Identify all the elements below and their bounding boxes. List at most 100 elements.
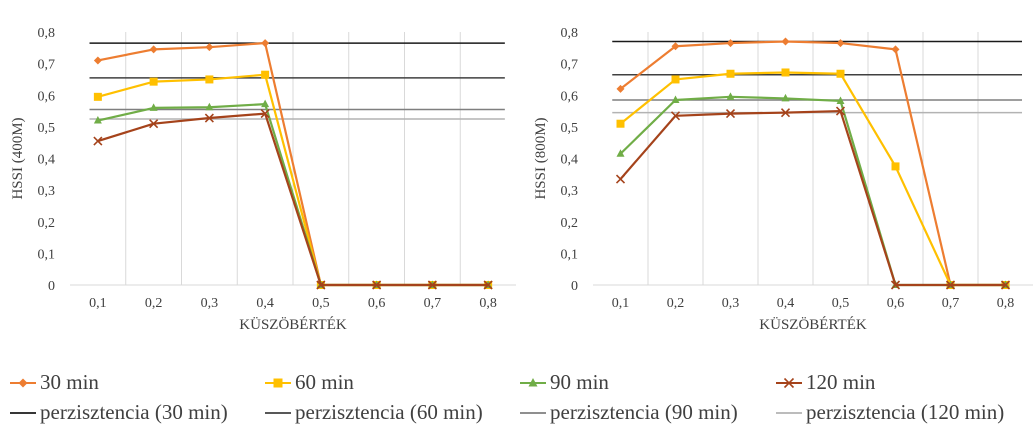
y-axis-title: HSSI (400M) xyxy=(10,117,26,199)
x-tick-label: 0,7 xyxy=(424,296,442,311)
data-point xyxy=(483,280,493,290)
y-tick-label: 0,2 xyxy=(561,216,579,231)
y-tick-label: 0,2 xyxy=(38,216,56,231)
legend-symbol-120min xyxy=(776,377,802,388)
data-point xyxy=(890,280,901,290)
legend-symbol-perz-30min xyxy=(10,411,36,414)
y-tick-label: 0,7 xyxy=(38,58,56,73)
charts-area: 0 0,1 0,2 0,3 0,4 0,5 0,6 0,7 0,8 0,1 0,2 0,3 0,4 0,5… xyxy=(10,26,1033,333)
series-line-2 xyxy=(619,71,1006,287)
data-point xyxy=(204,113,214,123)
legend-marker xyxy=(18,378,28,387)
data-point xyxy=(836,69,845,78)
data-point xyxy=(891,162,900,171)
legend-label-120min: 120 min xyxy=(806,370,876,394)
data-point xyxy=(205,43,214,52)
y-tick-label: 0,3 xyxy=(561,184,579,199)
data-point xyxy=(781,93,790,102)
legend-label-perz-30min: perzisztencia (30 min) xyxy=(40,400,228,424)
chart-2: 0 0,1 0,2 0,3 0,4 0,5 0,6 0,7 0,8 0,1 0,2 0,3 0,4 0,5… xyxy=(533,26,1033,333)
data-point xyxy=(726,39,735,48)
legend-item-30min: 30 min xyxy=(8,370,99,395)
legend-item-perz-90min: perzisztencia (90 min) xyxy=(518,400,738,425)
legend-marker xyxy=(528,377,538,386)
legend-marker xyxy=(273,378,283,387)
x-tick-label: 0,3 xyxy=(201,296,219,311)
data-point xyxy=(616,149,625,157)
x-tick-label: 0,2 xyxy=(145,296,163,311)
y-tick-label: 0,1 xyxy=(561,247,579,262)
data-point xyxy=(93,136,103,146)
x-tick-label: 0,7 xyxy=(942,296,960,311)
data-point xyxy=(1000,280,1011,290)
legend-symbol-perz-120min xyxy=(776,411,802,414)
data-point xyxy=(372,280,382,290)
data-point xyxy=(149,119,159,129)
legend-label-30min: 30 min xyxy=(40,370,99,394)
data-point xyxy=(205,102,214,111)
data-point xyxy=(671,95,680,103)
x-tick-label: 0,2 xyxy=(667,296,685,311)
legend-item-60min: 60 min xyxy=(263,370,354,395)
legend-label-90min: 90 min xyxy=(550,370,609,394)
data-point xyxy=(781,68,790,77)
x-tick-label: 0,8 xyxy=(479,296,497,311)
series-line-4 xyxy=(619,109,1006,287)
y-tick-label: 0,5 xyxy=(561,121,579,136)
y-tick-label: 0,3 xyxy=(38,184,56,199)
y-tick-label: 0 xyxy=(571,279,578,294)
data-point xyxy=(671,42,680,51)
legend-symbol-60min xyxy=(265,378,291,387)
legend-symbol-90min xyxy=(520,377,546,386)
legend-item-90min: 90 min xyxy=(518,370,609,395)
legend-label-perz-120min: perzisztencia (120 min) xyxy=(806,400,1005,424)
data-point xyxy=(726,69,735,78)
legend-item-perz-30min: perzisztencia (30 min) xyxy=(8,400,228,425)
x-tick-label: 0,8 xyxy=(997,296,1015,311)
data-point xyxy=(261,99,270,108)
legend-symbol-perz-90min xyxy=(520,411,546,414)
data-point xyxy=(316,280,326,290)
y-tick-label: 0,8 xyxy=(38,26,56,41)
data-point xyxy=(260,109,270,119)
x-tick-label: 0,1 xyxy=(89,296,107,311)
data-point xyxy=(261,70,270,79)
legend-item-perz-60min: perzisztencia (60 min) xyxy=(263,400,483,425)
y-tick-label: 0,6 xyxy=(38,89,56,104)
legend-symbol-30min xyxy=(10,378,36,387)
data-point xyxy=(945,280,956,290)
x-tick-label: 0,3 xyxy=(722,296,740,311)
legend-label-60min: 60 min xyxy=(295,370,354,394)
data-point xyxy=(616,119,625,128)
x-tick-label: 0,5 xyxy=(312,296,330,311)
data-point xyxy=(93,92,102,101)
legend-marker xyxy=(783,377,795,388)
data-point xyxy=(149,103,158,111)
data-point xyxy=(615,174,626,184)
y-tick-label: 0,7 xyxy=(561,58,579,73)
x-tick-label: 0,4 xyxy=(777,296,795,311)
data-point xyxy=(671,75,680,84)
legend-symbol-perz-60min xyxy=(265,411,291,414)
data-point xyxy=(427,280,437,290)
x-tick-label: 0,1 xyxy=(612,296,630,311)
data-point xyxy=(670,111,681,121)
series-line-4 xyxy=(97,112,489,287)
x-axis-title: KÜSZÖBÉRTÉK xyxy=(759,316,867,333)
x-tick-label: 0,6 xyxy=(368,296,386,311)
legend-item-120min: 120 min xyxy=(774,370,875,395)
x-tick-label: 0,4 xyxy=(256,296,274,311)
data-point xyxy=(93,56,102,65)
data-point xyxy=(781,37,790,46)
data-point xyxy=(891,45,900,54)
data-point xyxy=(149,77,158,86)
x-axis-title: KÜSZÖBÉRTÉK xyxy=(239,316,347,333)
legend-item-perz-120min: perzisztencia (120 min) xyxy=(774,400,1004,425)
data-point xyxy=(836,96,845,104)
legend-label-perz-60min: perzisztencia (60 min) xyxy=(295,400,483,424)
x-tick-label: 0,6 xyxy=(887,296,905,311)
data-point xyxy=(616,84,625,93)
data-point xyxy=(780,108,791,118)
x-tick-label: 0,5 xyxy=(832,296,850,311)
data-point xyxy=(261,39,270,48)
